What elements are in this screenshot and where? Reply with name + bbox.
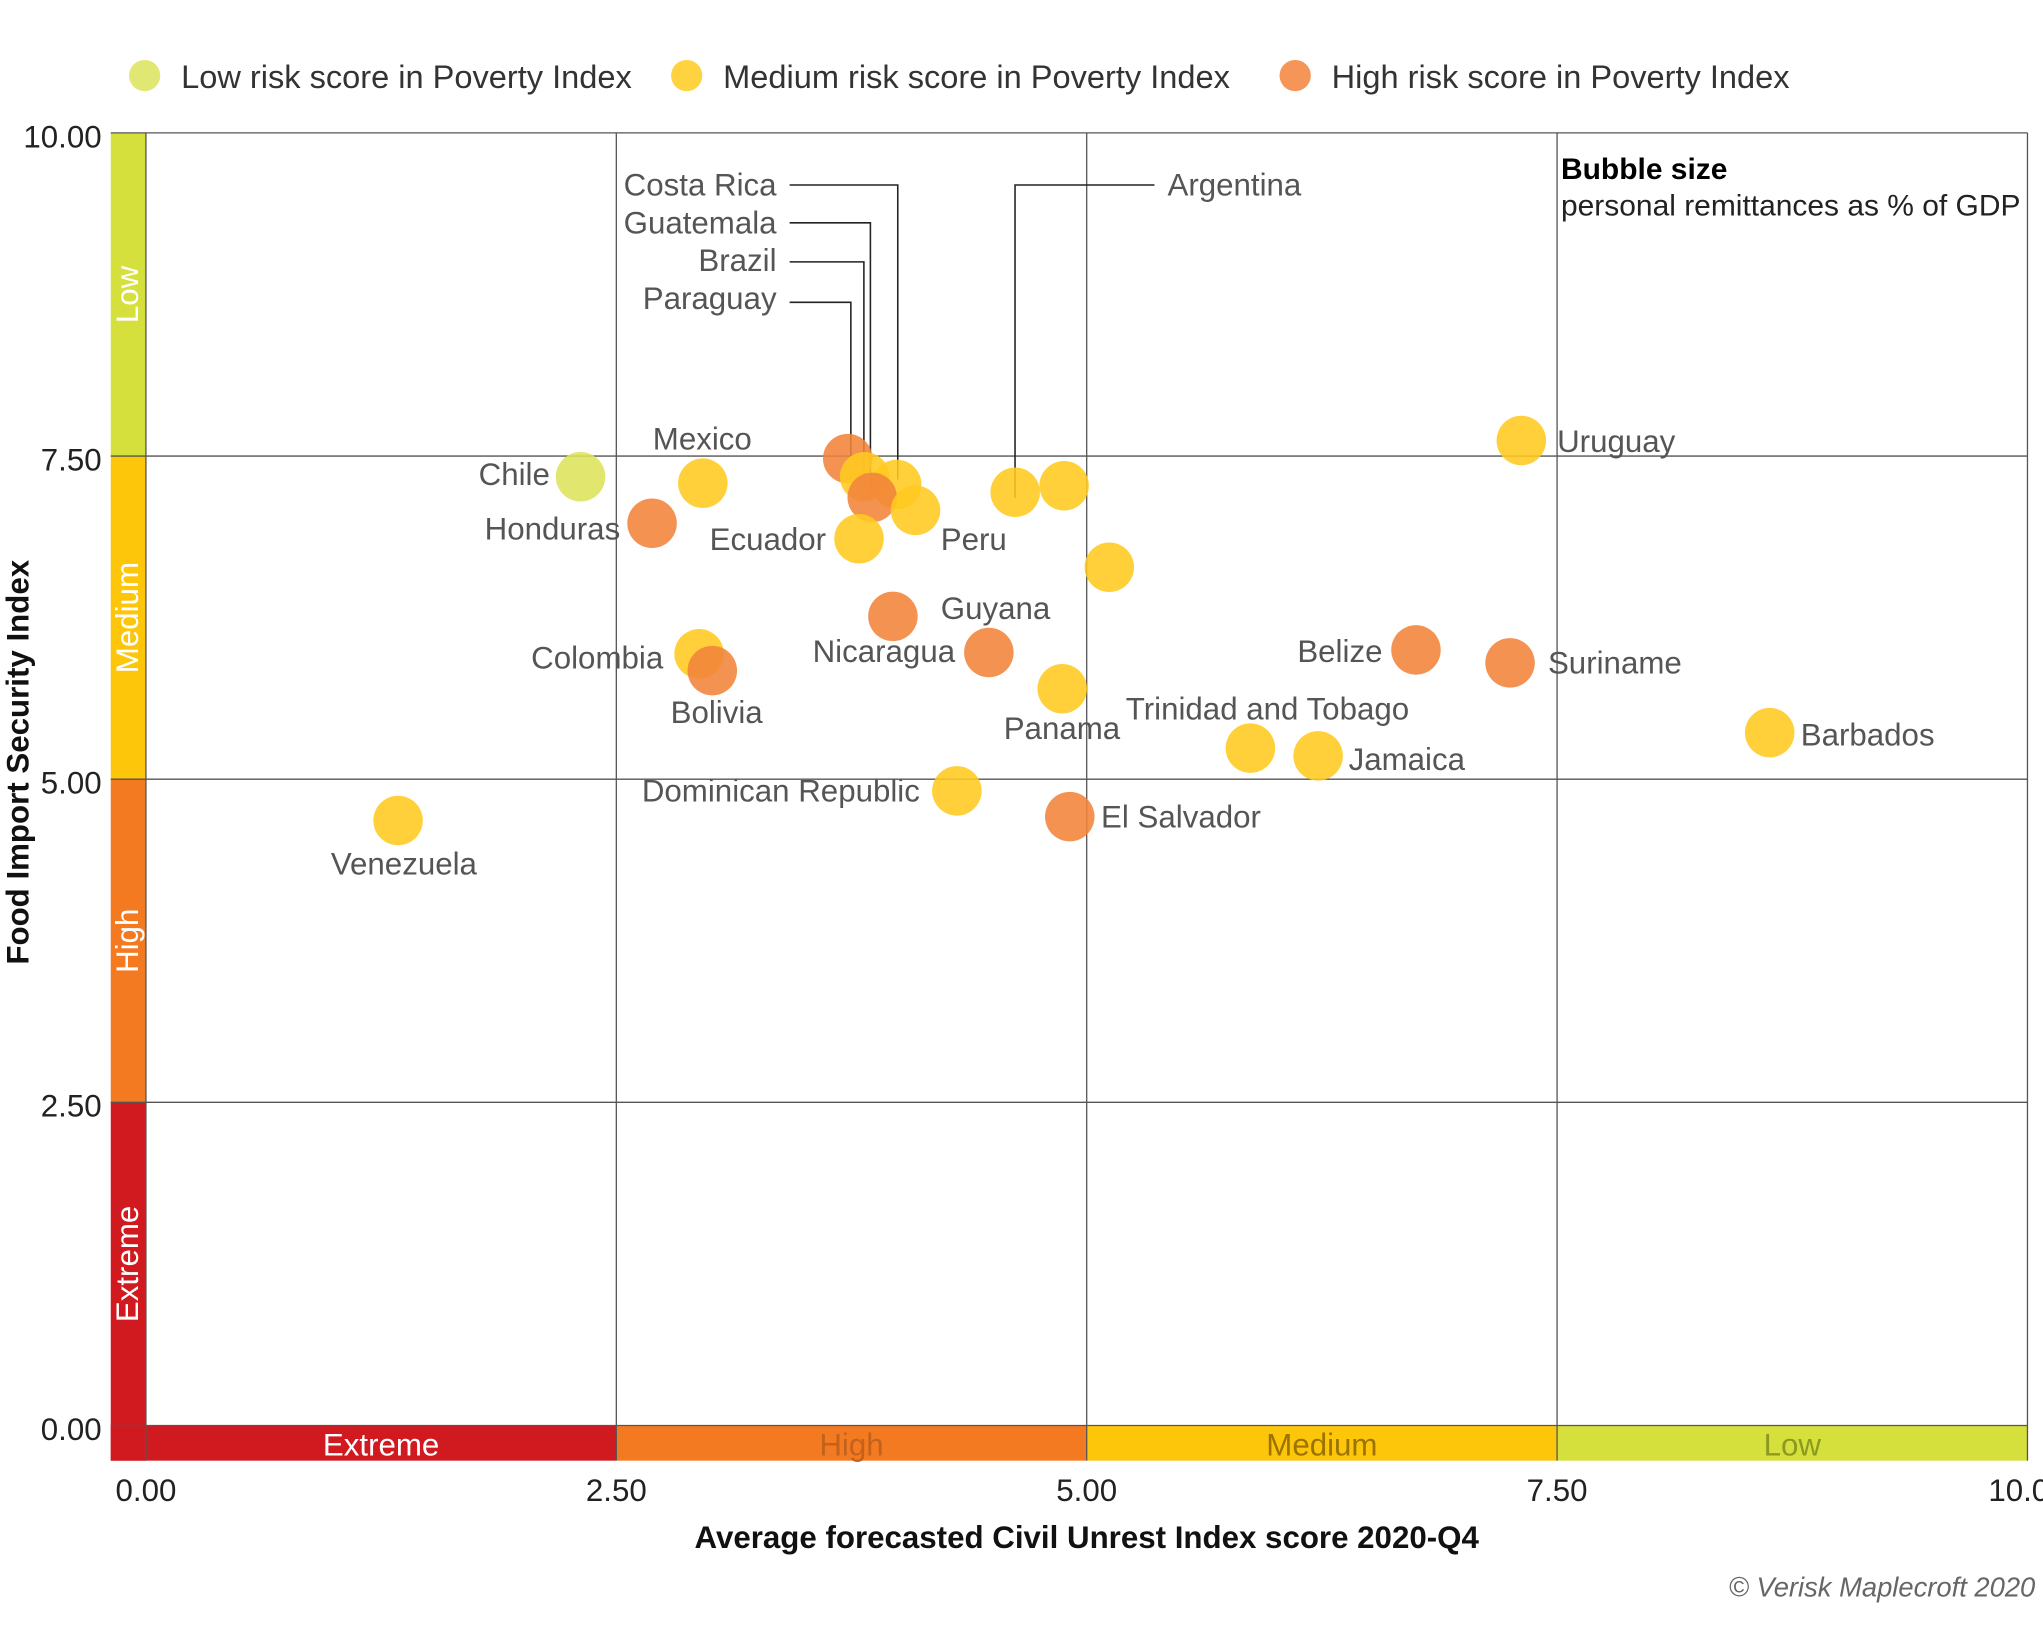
point-label: Mexico — [653, 422, 752, 457]
point-label: Panama — [1004, 711, 1121, 746]
bubble-uruguay — [1496, 415, 1547, 466]
bubble-honduras — [627, 498, 677, 549]
leader-line — [789, 261, 865, 485]
point-label: Uruguay — [1557, 424, 1676, 459]
bubble-unlabeled — [1084, 542, 1135, 592]
y-band-low — [110, 132, 146, 457]
gridlines — [110, 132, 2029, 1461]
x-band-low — [1557, 1425, 2028, 1461]
bubble-argentina — [990, 467, 1040, 517]
bubble-chile — [555, 451, 606, 502]
x-tick-label: 0.00 — [116, 1473, 177, 1508]
point-label: Barbados — [1801, 717, 1935, 752]
point-label: Bolivia — [671, 695, 764, 730]
bubble-dominican-republic — [932, 766, 982, 816]
x-axis-title: Average forecasted Civil Unrest Index sc… — [695, 1520, 1480, 1555]
leader-line — [789, 301, 852, 457]
point-label: Ecuador — [710, 522, 826, 557]
point-label: Paraguay — [643, 281, 777, 316]
legend-marker-high — [1279, 59, 1311, 92]
bubble-panama — [1037, 663, 1087, 714]
bubble-venezuela — [373, 795, 423, 846]
point-label: Honduras — [485, 512, 621, 547]
y-band-label: High — [110, 909, 145, 973]
y-band-label: Low — [110, 265, 145, 323]
x-band-label: Medium — [1266, 1428, 1377, 1463]
leader-line — [1014, 184, 1155, 498]
point-label: Colombia — [531, 641, 664, 676]
bubble-unlabeled — [1039, 461, 1089, 511]
bubble-barbados — [1744, 707, 1795, 758]
leader-line — [789, 222, 872, 501]
point-label: Jamaica — [1349, 742, 1466, 777]
x-band-extreme — [110, 1425, 617, 1461]
point-label: Peru — [941, 522, 1007, 557]
point-label: Belize — [1297, 634, 1382, 669]
bubble-size-title: Bubble size — [1561, 153, 1727, 186]
point-label: Suriname — [1548, 646, 1682, 681]
x-band-high — [616, 1425, 1087, 1461]
bubble-belize — [1391, 625, 1441, 675]
point-label: Chile — [479, 457, 550, 492]
bubble-size-text: personal remittances as % of GDP — [1561, 189, 2020, 222]
y-band-extreme — [110, 1102, 146, 1461]
x-tick-label: 5.00 — [1056, 1473, 1117, 1508]
copyright-credit: © Verisk Maplecroft 2020 — [1729, 1572, 2036, 1603]
y-band-label: Extreme — [110, 1206, 145, 1322]
y-band-label: Medium — [110, 562, 145, 673]
point-label: Venezuela — [331, 846, 478, 881]
point-label: Trinidad and Tobago — [1126, 691, 1409, 726]
bubble-guatemala — [847, 472, 897, 523]
legend-marker-low — [128, 59, 161, 92]
point-label: El Salvador — [1101, 799, 1261, 834]
bubble-nicaragua — [964, 627, 1014, 678]
legend-label-medium: Medium risk score in Poverty Index — [723, 59, 1230, 95]
x-band-label: Extreme — [323, 1428, 439, 1463]
legend-label-low: Low risk score in Poverty Index — [181, 59, 632, 95]
point-label: Argentina — [1167, 168, 1301, 203]
point-label: Dominican Republic — [642, 773, 920, 808]
bubble-bolivia — [687, 645, 738, 696]
tick-labels: 0.00 2.50 5.00 7.50 10.00 0.00 2.50 5.00 7.50 10.… — [23, 119, 2043, 1508]
x-band-label: Low — [1764, 1428, 1822, 1463]
point-label: Costa Rica — [624, 168, 778, 203]
point-label: Guyana — [941, 591, 1051, 626]
bubble-el-salvador — [1045, 791, 1095, 842]
bubble-suriname — [1485, 638, 1535, 688]
leader-lines — [789, 184, 1155, 501]
legend: Low risk score in Poverty Index Medium ri… — [128, 59, 1790, 95]
y-band-medium — [110, 456, 146, 780]
bubble-peru — [890, 485, 941, 536]
y-tick-label: 10.00 — [23, 119, 101, 154]
risk-bands: Extreme Extreme High High Medium Medium Low Low — [110, 132, 2028, 1463]
leader-line — [789, 184, 899, 480]
point-label: Guatemala — [624, 205, 778, 240]
bubble-trinidad-and-tobago — [1225, 723, 1276, 773]
y-tick-label: 2.50 — [41, 1089, 102, 1124]
bubble-guyana — [868, 591, 918, 642]
legend-label-high: High risk score in Poverty Index — [1332, 59, 1790, 95]
x-band-label: High — [819, 1428, 883, 1463]
y-axis-title: Food Import Security Index — [1, 559, 36, 964]
bubble-jamaica — [1293, 731, 1343, 781]
x-band-medium — [1086, 1425, 1558, 1461]
y-tick-label: 7.50 — [41, 442, 102, 477]
x-tick-label: 2.50 — [586, 1473, 647, 1508]
legend-marker-medium — [671, 59, 703, 92]
point-label: Nicaragua — [813, 634, 956, 669]
x-tick-label: 10.00 — [1988, 1473, 2043, 1508]
y-tick-label: 0.00 — [41, 1412, 102, 1447]
y-band-high — [110, 779, 146, 1103]
bubble-mexico — [678, 458, 728, 508]
bubble-ecuador — [834, 514, 884, 564]
x-tick-label: 7.50 — [1527, 1473, 1588, 1508]
point-label: Brazil — [698, 243, 776, 278]
bubbles — [373, 415, 1795, 846]
y-tick-label: 5.00 — [41, 766, 102, 801]
